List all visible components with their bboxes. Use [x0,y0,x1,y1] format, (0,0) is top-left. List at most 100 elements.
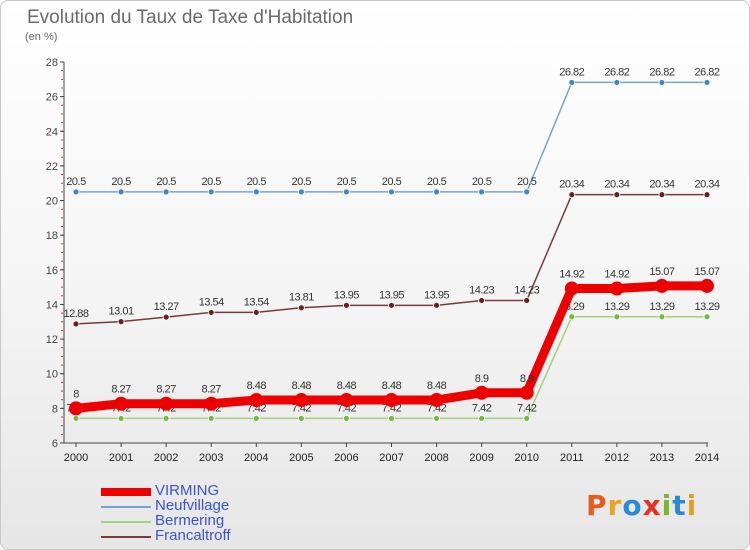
data-point-francaltroff [613,191,621,199]
y-tick-label: 10 [46,369,58,381]
data-point-virming [159,396,174,411]
data-label-neufvillage: 26.82 [649,66,674,78]
unit-label: (en %) [25,31,58,43]
data-point-virming [69,401,83,416]
data-label-neufvillage: 20.5 [517,176,537,188]
data-label-bermering: 7.42 [247,402,267,414]
data-label-virming: 15.07 [694,266,719,278]
data-label-francaltroff: 13.95 [379,289,404,301]
data-label-bermering: 7.42 [382,402,402,414]
data-point-francaltroff [162,313,170,321]
data-label-francaltroff: 13.54 [244,296,269,308]
logo-letter: i [661,489,673,522]
x-tick-label: 2007 [379,452,403,464]
data-point-francaltroff [703,191,711,199]
data-label-neufvillage: 20.5 [156,176,176,188]
chart-title: Evolution du Taux de Taxe d'Habitation [27,7,354,28]
data-label-neufvillage: 20.5 [202,176,222,188]
data-label-neufvillage: 20.5 [337,176,357,188]
data-point-bermering [72,415,80,422]
data-label-neufvillage: 20.5 [111,176,131,188]
data-point-bermering [568,313,576,321]
data-label-francaltroff: 13.81 [289,292,314,304]
data-label-bermering: 7.42 [517,402,537,414]
y-tick-label: 18 [46,230,58,242]
data-point-neufvillage [523,188,531,196]
data-point-neufvillage [703,79,711,86]
y-tick-label: 24 [46,126,58,138]
x-tick-label: 2005 [289,452,313,464]
data-point-neufvillage [117,188,125,196]
data-point-francaltroff [343,301,350,309]
logo-letter: P [586,489,608,522]
data-label-virming: 8.27 [111,384,131,396]
legend-swatch [101,521,151,523]
legend-label: VIRMING [155,482,220,499]
data-label-neufvillage: 20.5 [66,176,86,188]
data-point-neufvillage [433,188,440,196]
data-point-bermering [433,415,440,422]
logo-letter: r [607,489,623,522]
y-tick-label: 12 [46,334,58,346]
data-point-virming [564,281,579,296]
y-tick-label: 26 [46,92,58,104]
data-point-francaltroff [523,297,531,304]
data-point-neufvillage [297,188,305,196]
data-label-bermering: 7.42 [292,402,312,414]
data-label-virming: 8.48 [292,380,312,392]
logo-letter: o [622,489,643,522]
data-label-francaltroff: 13.95 [334,289,359,301]
data-label-virming: 8.48 [427,380,447,392]
data-point-francaltroff [568,191,576,199]
x-tick-label: 2004 [244,452,268,464]
x-tick-label: 2008 [424,452,448,464]
data-point-virming [700,278,714,293]
data-label-neufvillage: 20.5 [247,176,267,188]
data-point-bermering [207,415,215,422]
y-tick-label: 8 [52,403,58,415]
x-tick-label: 2010 [514,452,538,464]
data-point-bermering [252,415,260,422]
logo-letter: t [672,489,687,522]
y-tick-label: 16 [46,265,58,277]
data-point-virming [294,393,309,408]
data-point-virming [114,396,129,411]
data-point-neufvillage [658,79,666,86]
x-tick-label: 2009 [469,452,493,464]
y-tick-label: 28 [46,57,58,69]
data-label-virming: 8.48 [337,380,357,392]
data-label-virming: 8 [73,388,79,400]
data-point-francaltroff [297,304,305,312]
data-point-virming [474,385,489,400]
data-point-francaltroff [433,301,440,309]
data-point-bermering [343,415,350,422]
data-point-francaltroff [252,309,260,316]
data-label-neufvillage: 26.82 [559,66,584,78]
legend-label: Francaltroff [155,527,231,544]
data-label-francaltroff: 20.34 [694,179,719,191]
data-label-bermering: 7.42 [472,402,492,414]
data-point-virming [519,385,534,400]
data-point-neufvillage [72,188,80,196]
data-point-francaltroff [117,318,125,325]
y-tick-label: 14 [46,299,58,311]
data-label-neufvillage: 26.82 [694,66,719,78]
legend-label: Neufvillage [155,497,230,514]
data-point-neufvillage [478,188,486,196]
x-tick-label: 2000 [64,452,88,464]
x-tick-label: 2011 [560,452,584,464]
x-tick-label: 2014 [695,452,719,464]
data-label-bermering: 13.29 [604,301,629,313]
data-point-bermering [388,415,395,422]
data-label-francaltroff: 12.88 [63,308,88,320]
data-point-bermering [658,313,666,321]
x-tick-label: 2012 [605,452,629,464]
data-label-virming: 8.48 [382,380,402,392]
data-label-bermering: 13.29 [649,301,674,313]
data-label-virming: 8.9 [475,373,489,385]
data-label-neufvillage: 20.5 [292,176,312,188]
data-point-bermering [523,415,531,422]
data-label-francaltroff: 13.01 [109,306,134,318]
